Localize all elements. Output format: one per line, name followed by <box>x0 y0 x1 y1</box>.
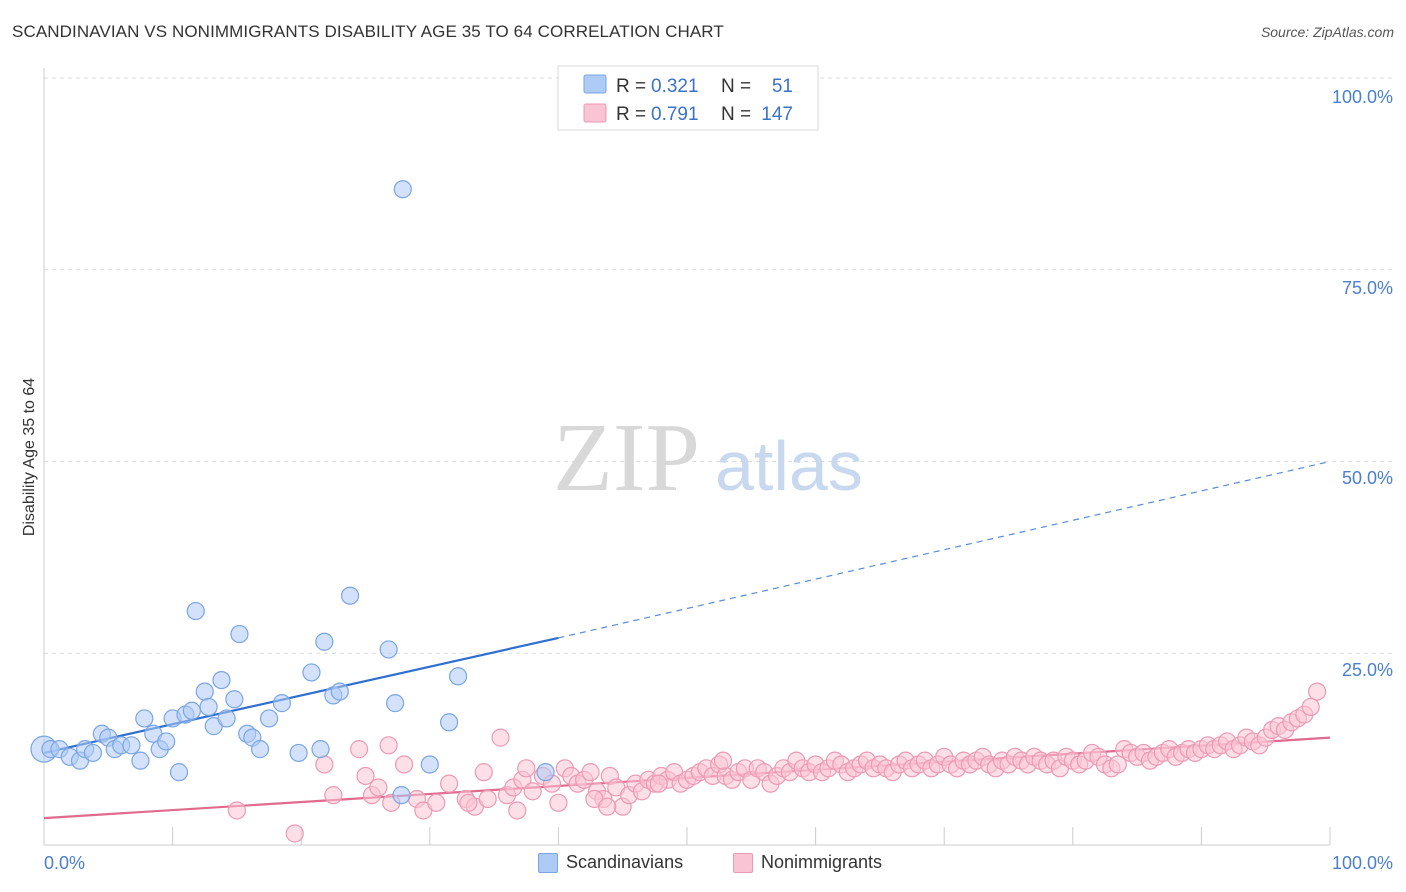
data-point-scandinavians <box>135 709 154 728</box>
data-point-scandinavians <box>157 732 176 751</box>
bottom-legend-scandinavians: Scandinavians <box>538 852 683 873</box>
data-point-scandinavians <box>259 709 279 728</box>
bottom-legend-label-scandinavians: Scandinavians <box>566 852 684 872</box>
legend-r-value-1: 0.321 <box>651 76 699 97</box>
data-point-nonimmigrants <box>349 740 369 759</box>
y-tick-label: 50.0% <box>1342 468 1393 488</box>
data-point-scandinavians <box>199 697 218 717</box>
legend-n-value-2: 147 <box>761 104 793 125</box>
data-point-nonimmigrants <box>598 797 617 816</box>
data-point-nonimmigrants <box>439 774 459 793</box>
data-point-scandinavians <box>217 709 236 728</box>
data-point-scandinavians <box>212 670 231 690</box>
bottom-legend-swatch-scandinavians <box>538 852 558 873</box>
data-point-scandinavians <box>385 694 405 713</box>
data-point-nonimmigrants <box>356 766 375 786</box>
data-point-nonimmigrants <box>508 801 527 820</box>
legend-swatch-nonimmigrants <box>583 103 607 123</box>
data-point-nonimmigrants <box>315 755 334 774</box>
data-point-scandinavians <box>392 786 411 805</box>
y-tick-label: 100.0% <box>1332 87 1393 107</box>
data-point-scandinavians <box>439 713 459 732</box>
data-point-scandinavians <box>311 740 330 759</box>
data-point-scandinavians <box>131 751 150 770</box>
bottom-legend-label-nonimmigrants: Nonimmigrants <box>761 852 883 872</box>
data-point-scandinavians <box>420 755 439 774</box>
trend-line-scandinavians <box>43 636 559 755</box>
legend-box: R = 0.321 N = 51 R = 0.791 N = 147 <box>557 65 819 131</box>
bottom-legend-swatch-nonimmigrants <box>733 852 753 873</box>
data-point-nonimmigrants <box>1308 682 1327 701</box>
chart-title: SCANDINAVIAN VS NONIMMIGRANTS DISABILITY… <box>12 22 724 41</box>
data-point-scandinavians <box>289 743 308 763</box>
x-tick-label: 100.0% <box>1332 853 1393 873</box>
data-point-nonimmigrants <box>478 789 497 809</box>
x-tick-labels: 0.0% 100.0% <box>44 853 1393 873</box>
y-axis-label: Disability Age 35 to 64 <box>21 378 38 536</box>
data-point-scandinavians <box>536 763 555 782</box>
y-tick-label: 75.0% <box>1342 278 1393 298</box>
axes <box>43 68 1331 846</box>
legend-swatch-scandinavians <box>583 74 607 94</box>
legend-r-value-2: 0.791 <box>651 104 699 125</box>
data-point-nonimmigrants <box>491 728 510 747</box>
data-point-scandinavians <box>169 763 189 782</box>
source-label: Source: ZipAtlas.com <box>1260 24 1394 40</box>
legend-n-value-1: 51 <box>772 76 793 97</box>
data-point-scandinavians <box>83 743 102 763</box>
data-point-nonimmigrants <box>1301 697 1320 717</box>
data-point-nonimmigrants <box>394 755 414 774</box>
data-point-nonimmigrants <box>549 793 568 812</box>
data-point-scandinavians <box>315 632 334 651</box>
data-point-nonimmigrants <box>649 774 668 793</box>
data-point-nonimmigrants <box>285 824 304 843</box>
watermark-zip: ZIP <box>553 404 700 512</box>
legend-n-label-2: N = <box>721 104 751 125</box>
data-point-scandinavians <box>250 740 270 759</box>
data-points <box>30 180 1327 843</box>
data-point-nonimmigrants <box>517 759 536 778</box>
data-point-scandinavians <box>393 180 412 199</box>
data-point-nonimmigrants <box>324 786 343 805</box>
x-tick-label: 0.0% <box>44 853 85 873</box>
data-point-scandinavians <box>182 701 201 720</box>
bottom-legend-nonimmigrants: Nonimmigrants <box>733 852 882 873</box>
data-point-nonimmigrants <box>523 782 542 801</box>
data-point-scandinavians <box>186 601 205 621</box>
y-tick-labels: 100.0% 75.0% 50.0% 25.0% <box>1332 87 1393 680</box>
data-point-scandinavians <box>122 736 141 755</box>
data-point-scandinavians <box>195 682 214 701</box>
data-point-nonimmigrants <box>713 751 733 770</box>
grid-lines <box>44 77 1392 654</box>
data-point-nonimmigrants <box>379 736 398 755</box>
data-point-nonimmigrants <box>227 801 246 820</box>
data-point-nonimmigrants <box>1108 755 1127 774</box>
data-point-scandinavians <box>302 663 321 682</box>
data-point-nonimmigrants <box>581 763 600 782</box>
data-point-nonimmigrants <box>369 778 388 797</box>
data-point-scandinavians <box>379 640 398 659</box>
data-point-scandinavians <box>272 694 292 713</box>
data-point-scandinavians <box>230 624 249 644</box>
legend-r-label-2: R = <box>616 104 646 125</box>
data-point-nonimmigrants <box>474 763 493 782</box>
legend-r-label-1: R = <box>616 76 646 97</box>
watermark-atlas: atlas <box>715 427 863 505</box>
data-point-nonimmigrants <box>427 793 446 812</box>
data-point-nonimmigrants <box>459 793 478 812</box>
data-point-scandinavians <box>340 586 360 605</box>
data-point-scandinavians <box>330 682 349 701</box>
data-point-scandinavians <box>448 667 468 686</box>
data-point-scandinavians <box>225 690 244 709</box>
y-tick-label: 25.0% <box>1342 660 1393 680</box>
legend-n-label-1: N = <box>721 76 751 97</box>
